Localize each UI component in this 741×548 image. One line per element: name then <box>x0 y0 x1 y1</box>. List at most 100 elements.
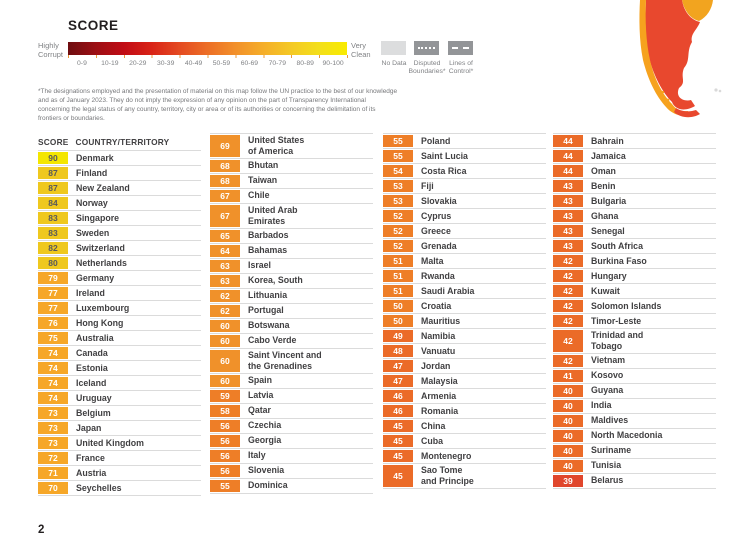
country-name: Oman <box>591 165 616 176</box>
country-name: Singapore <box>76 212 120 223</box>
country-name: Jordan <box>421 360 451 371</box>
dotted-line-icon <box>418 47 435 49</box>
score-cell: 53 <box>383 180 413 192</box>
country-name: Estonia <box>76 362 108 373</box>
table-row: 58 Qatar <box>210 404 373 419</box>
country-name: New Zealand <box>76 182 130 193</box>
country-name: Denmark <box>76 152 114 163</box>
country-name: Malaysia <box>421 375 458 386</box>
table-row: 60 Cabo Verde <box>210 334 373 349</box>
table-column-4: 44 Bahrain 44 Jamaica 44 Oman 43 Benin 43 Bulgari… <box>553 133 716 489</box>
score-cell: 79 <box>38 272 68 284</box>
table-header: SCORE COUNTRY/TERRITORY <box>38 133 201 150</box>
score-cell: 48 <box>383 345 413 357</box>
score-cell: 56 <box>210 464 240 477</box>
score-cell: 83 <box>38 227 68 239</box>
table-row: 40 India <box>553 399 716 414</box>
table-row: 46 Armenia <box>383 389 546 404</box>
table-rows: 44 Bahrain 44 Jamaica 44 Oman 43 Benin 43 Bulgari… <box>553 133 716 489</box>
country-name: Finland <box>76 167 108 178</box>
table-row: 45 Montenegro <box>383 449 546 464</box>
country-name: Korea, South <box>248 275 303 286</box>
table-row: 68 Bhutan <box>210 159 373 174</box>
score-cell: 46 <box>383 390 413 402</box>
score-cell: 77 <box>38 302 68 314</box>
very-clean-label: Very Clean <box>351 41 371 59</box>
country-name: Rwanda <box>421 270 455 281</box>
table-row: 56 Italy <box>210 449 373 464</box>
table-row: 74 Uruguay <box>38 391 201 406</box>
country-name: Canada <box>76 347 108 358</box>
table-row: 42 Trinidad and Tobago <box>553 329 716 354</box>
score-cell: 56 <box>210 434 240 447</box>
country-name: Cuba <box>421 435 443 446</box>
table-row: 55 Dominica <box>210 479 373 494</box>
table-row: 70 Seychelles <box>38 481 201 496</box>
country-name: Armenia <box>421 390 457 401</box>
country-name: Qatar <box>248 405 271 416</box>
score-cell: 74 <box>38 362 68 374</box>
gradient-tick-marks <box>68 55 348 58</box>
table-row: 73 Japan <box>38 421 201 436</box>
table-row: 80 Netherlands <box>38 256 201 271</box>
country-name: Czechia <box>248 420 282 431</box>
country-name: Switzerland <box>76 242 125 253</box>
score-cell: 42 <box>553 285 583 297</box>
country-name: Italy <box>248 450 266 461</box>
country-name: Uruguay <box>76 392 112 403</box>
country-name: Kosovo <box>591 370 624 381</box>
score-cell: 65 <box>210 229 240 242</box>
score-cell: 45 <box>383 450 413 462</box>
score-cell: 58 <box>210 404 240 417</box>
score-cell: 47 <box>383 375 413 387</box>
table-row: 52 Cyprus <box>383 209 546 224</box>
table-row: 43 Bulgaria <box>553 194 716 209</box>
score-cell: 54 <box>383 165 413 177</box>
score-cell: 71 <box>38 467 68 479</box>
country-name: Israel <box>248 260 271 271</box>
country-name: Saudi Arabia <box>421 285 475 296</box>
table-row: 77 Ireland <box>38 286 201 301</box>
table-row: 42 Kuwait <box>553 284 716 299</box>
country-name: Spain <box>248 375 272 386</box>
country-name: Norway <box>76 197 108 208</box>
score-cell: 80 <box>38 257 68 269</box>
table-row: 83 Singapore <box>38 211 201 226</box>
country-name: Slovakia <box>421 195 457 206</box>
country-name: Burkina Faso <box>591 255 647 266</box>
country-name: Montenegro <box>421 450 472 461</box>
disputed-boundaries-swatch <box>414 41 439 55</box>
table-row: 40 Tunisia <box>553 459 716 474</box>
score-cell: 56 <box>210 419 240 432</box>
table-row: 42 Solomon Islands <box>553 299 716 314</box>
country-name: Bhutan <box>248 160 279 171</box>
table-row: 68 Taiwan <box>210 174 373 189</box>
table-rows: 90 Denmark 87 Finland 87 New Zealand 84 Norway 8… <box>38 150 201 496</box>
score-cell: 51 <box>383 285 413 297</box>
country-name: Guyana <box>591 385 624 396</box>
score-cell: 55 <box>383 150 413 162</box>
country-name: Belarus <box>591 475 624 486</box>
score-cell: 41 <box>553 369 583 382</box>
country-name: Croatia <box>421 300 452 311</box>
table-rows: 55 Poland 55 Saint Lucia 54 Costa Rica 53 Fiji 5… <box>383 133 546 489</box>
score-cell: 45 <box>383 465 413 487</box>
table-row: 47 Malaysia <box>383 374 546 389</box>
table-row: 74 Estonia <box>38 361 201 376</box>
country-name: Costa Rica <box>421 165 467 176</box>
country-name: Sweden <box>76 227 110 238</box>
country-name: Hong Kong <box>76 317 124 328</box>
score-cell: 47 <box>383 360 413 372</box>
table-row: 50 Mauritius <box>383 314 546 329</box>
country-name: Germany <box>76 272 115 283</box>
table-row: 49 Namibia <box>383 329 546 344</box>
country-name: Hungary <box>591 270 627 281</box>
score-cell: 64 <box>210 244 240 257</box>
table-row: 65 Barbados <box>210 229 373 244</box>
table-row: 41 Kosovo <box>553 369 716 384</box>
country-name: Saint Vincent and the Grenadines <box>248 349 322 371</box>
table-row: 77 Luxembourg <box>38 301 201 316</box>
score-cell: 42 <box>553 354 583 367</box>
table-row: 47 Jordan <box>383 359 546 374</box>
score-cell: 44 <box>553 150 583 162</box>
